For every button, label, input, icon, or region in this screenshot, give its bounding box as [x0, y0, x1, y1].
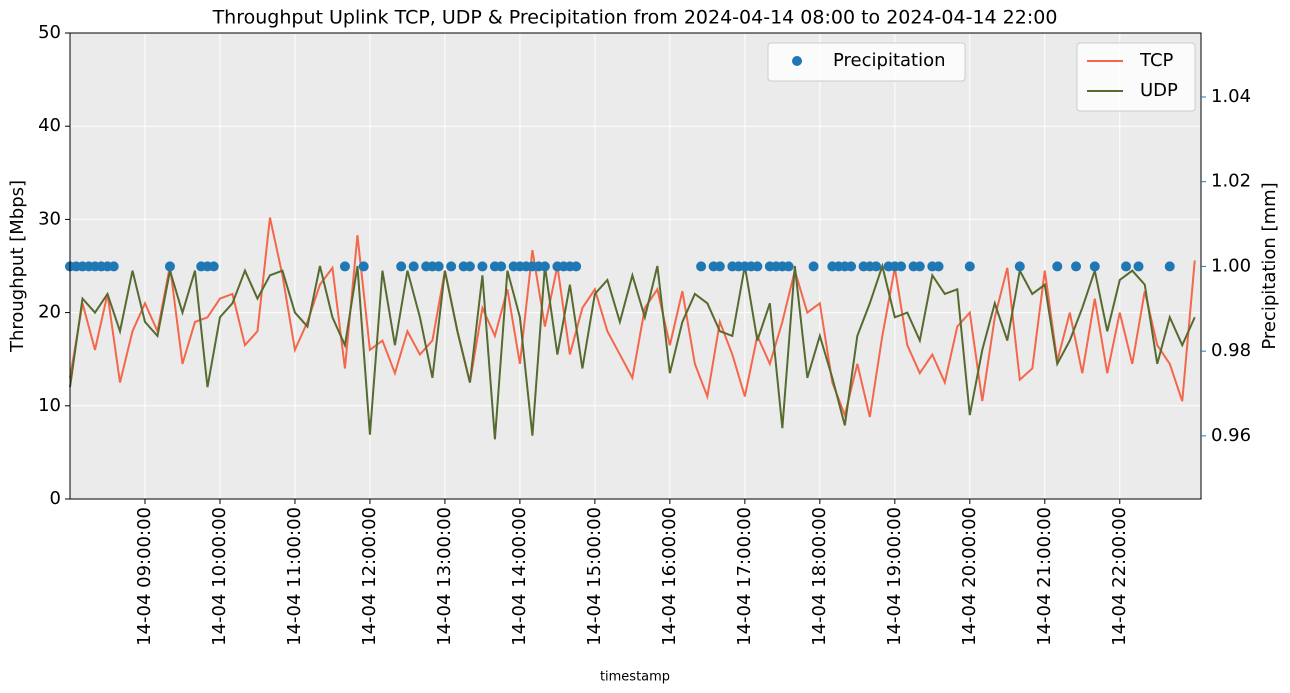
scatter-point	[696, 261, 707, 272]
scatter-point	[446, 261, 457, 272]
x-tick-label: 14-04 22:00:00	[1109, 507, 1130, 646]
y-tick-label: 10	[38, 395, 61, 416]
plot-area	[70, 33, 1201, 499]
scatter-point	[496, 261, 507, 272]
x-axis-label: timestamp	[600, 670, 670, 685]
y2-axis-label: Precipitation [mm]	[1259, 182, 1280, 349]
scatter-point	[1121, 261, 1132, 272]
scatter-point	[164, 261, 175, 272]
scatter-point	[964, 261, 975, 272]
scatter-point	[571, 261, 582, 272]
y2-tick-label: 0.98	[1211, 340, 1251, 361]
scatter-point	[914, 261, 925, 272]
scatter-point	[752, 261, 763, 272]
series-line	[69, 217, 1196, 419]
legend-label: UDP	[1140, 80, 1178, 101]
scatter-point	[539, 261, 550, 272]
scatter-point	[933, 261, 944, 272]
scatter-point	[108, 261, 119, 272]
y2-tick-label: 1.02	[1211, 171, 1251, 192]
scatter-point	[464, 261, 475, 272]
scatter-point	[1164, 261, 1175, 272]
x-tick-label: 14-04 18:00:00	[809, 507, 830, 646]
scatter-point	[783, 261, 794, 272]
x-tick-label: 14-04 11:00:00	[284, 507, 305, 646]
x-tick-label: 14-04 16:00:00	[659, 507, 680, 646]
y-tick-label: 30	[38, 208, 61, 229]
y-tick-label: 20	[38, 302, 61, 323]
x-tick-label: 14-04 10:00:00	[209, 507, 230, 646]
x-tick-label: 14-04 21:00:00	[1034, 507, 1055, 646]
scatter-point	[433, 261, 444, 272]
scatter-point	[871, 261, 882, 272]
y2-tick-label: 1.00	[1211, 255, 1251, 276]
scatter-point	[896, 261, 907, 272]
scatter-point	[1089, 261, 1100, 272]
overlay: 14-04 09:00:00 14-04 10:00:00 14-04 11:00:…	[38, 22, 1251, 646]
scatter-point	[1133, 261, 1144, 272]
scatter-point	[208, 261, 219, 272]
x-tick-label: 14-04 15:00:00	[584, 507, 605, 646]
y-axis-label: Throughput [Mbps]	[7, 180, 28, 353]
legend-swatch	[792, 56, 802, 66]
legend-label: Precipitation	[833, 50, 946, 71]
x-tick-label: 14-04 13:00:00	[434, 507, 455, 646]
chart-title: Throughput Uplink TCP, UDP & Precipitati…	[212, 7, 1058, 29]
scatter-point	[808, 261, 819, 272]
scatter-point	[396, 261, 407, 272]
scatter-point	[358, 261, 369, 272]
x-tick-label: 14-04 17:00:00	[734, 507, 755, 646]
scatter-point	[714, 261, 725, 272]
y2-tick-label: 1.04	[1211, 86, 1251, 107]
series-line	[69, 262, 1196, 440]
legend-box	[767, 42, 966, 82]
x-tick-label: 14-04 19:00:00	[884, 507, 905, 646]
x-tick-label: 14-04 20:00:00	[959, 507, 980, 646]
scatter-point	[408, 261, 419, 272]
y-tick-label: 0	[50, 488, 61, 509]
grid	[70, 32, 1201, 500]
x-tick-label: 14-04 14:00:00	[509, 507, 530, 646]
marks	[65, 217, 1196, 440]
y-tick-label: 50	[38, 22, 61, 43]
x-tick-label: 14-04 09:00:00	[134, 507, 155, 646]
scatter-point	[1052, 261, 1063, 272]
x-tick-label: 14-04 12:00:00	[359, 507, 380, 646]
scatter-point	[339, 261, 350, 272]
scatter-point	[846, 261, 857, 272]
y2-tick-label: 0.96	[1211, 425, 1251, 446]
scatter-point	[1071, 261, 1082, 272]
legend-label: TCP	[1139, 50, 1174, 71]
scatter-point	[477, 261, 488, 272]
scatter-point	[1014, 261, 1025, 272]
y-tick-label: 40	[38, 115, 61, 136]
